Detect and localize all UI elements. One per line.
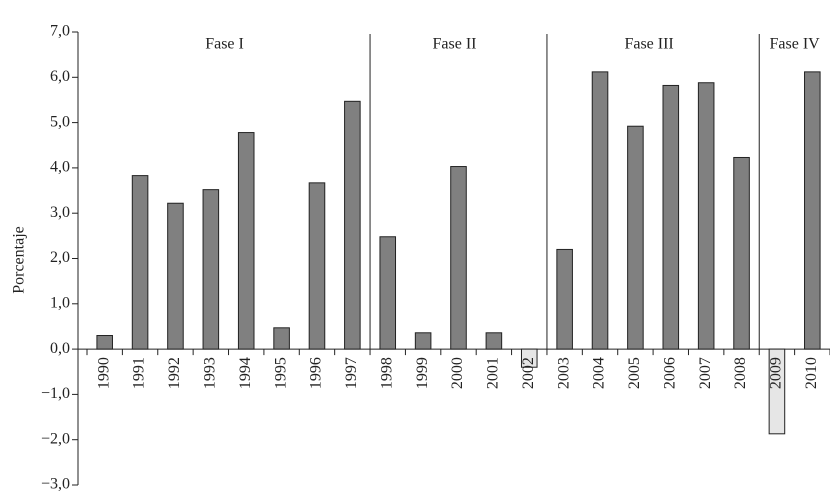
- bar: [344, 100, 361, 350]
- x-tick-label: 2008: [732, 357, 749, 389]
- x-tick-label: 2003: [555, 357, 572, 389]
- bar: [556, 248, 573, 350]
- y-tick-label: 5,0: [50, 113, 70, 130]
- x-tick-label: 2001: [485, 357, 502, 389]
- x-tick-label: 2010: [803, 357, 820, 389]
- x-tick-label: 2007: [697, 357, 714, 389]
- phase-label: Fase II: [433, 36, 477, 53]
- phase-label: Fase III: [624, 36, 673, 53]
- bar: [804, 71, 821, 350]
- x-tick-label: 1998: [378, 357, 395, 389]
- bar: [308, 182, 326, 350]
- x-tick-label: 2005: [626, 357, 643, 389]
- y-tick-label: 1,0: [50, 294, 70, 311]
- y-tick-label: 6,0: [50, 68, 70, 85]
- bar: [768, 348, 786, 435]
- x-tick-label: 2006: [661, 357, 678, 389]
- bar: [167, 202, 184, 350]
- x-tick-label: 1996: [308, 357, 325, 389]
- y-tick-label: 2,0: [50, 249, 70, 266]
- bar: [733, 156, 750, 350]
- y-tick-label: −3,0: [41, 476, 70, 491]
- bar: [379, 236, 397, 350]
- x-tick-label: 1999: [414, 357, 431, 389]
- y-tick-label: −1,0: [41, 385, 70, 402]
- y-axis-label: Porcentaje: [11, 226, 28, 294]
- x-tick-label: 1995: [272, 357, 289, 389]
- bar: [96, 335, 113, 350]
- x-tick-label: 1997: [343, 357, 360, 389]
- y-tick-label: 4,0: [50, 159, 70, 176]
- bar: [520, 348, 538, 368]
- y-tick-label: 0,0: [50, 340, 70, 357]
- bar: [273, 327, 290, 350]
- bar: [202, 189, 220, 350]
- x-tick-label: 2009: [768, 357, 785, 389]
- bar: [697, 82, 715, 350]
- x-tick-label: 2002: [520, 357, 537, 389]
- bar: [662, 84, 680, 350]
- bar: [485, 332, 503, 350]
- phase-label: Fase I: [205, 36, 244, 53]
- y-tick-label: 7,0: [50, 23, 70, 40]
- bar: [450, 166, 467, 350]
- x-tick-label: 1994: [237, 357, 254, 389]
- y-tick-label: 3,0: [50, 204, 70, 221]
- bar: [591, 71, 609, 350]
- x-tick-label: 2004: [591, 357, 608, 389]
- phase-label: Fase IV: [770, 36, 821, 53]
- x-tick-label: 1993: [202, 357, 219, 389]
- x-tick-label: 1992: [166, 357, 183, 389]
- y-tick-label: −2,0: [41, 430, 70, 447]
- bar: [237, 132, 255, 350]
- x-tick-label: 1991: [131, 357, 148, 389]
- bar: [131, 175, 149, 350]
- x-tick-label: 2000: [449, 357, 466, 389]
- x-tick-label: 1990: [95, 357, 112, 389]
- bar: [414, 332, 432, 350]
- bar: [627, 125, 644, 350]
